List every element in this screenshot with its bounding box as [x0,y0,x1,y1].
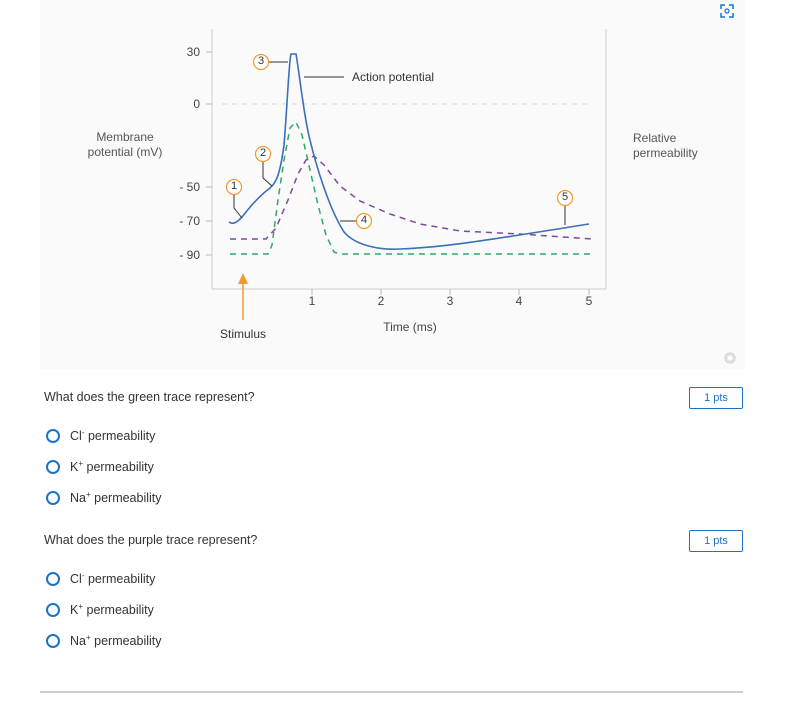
y-axis-label: Membrane potential (mV) [70,130,180,160]
marker-3-number: 3 [257,55,265,67]
action-potential-trace [228,53,590,250]
radio-button[interactable] [46,429,60,443]
marker-4-number: 4 [360,214,368,226]
x-tick-label: 4 [515,294,523,308]
option-label: K+ permeability [70,459,154,475]
marker-1 [225,178,243,196]
right-axis-label: Relative permeability [633,131,698,161]
option-label: Cl- permeability [70,571,156,587]
marker-1-leader [233,195,243,219]
option-label: Na+ permeability [70,490,162,506]
option-label: K+ permeability [70,602,154,618]
x-axis-label: Time (ms) [383,320,437,334]
x-tick-label: 2 [377,294,385,308]
stimulus-arrow-head [238,273,248,284]
marker-5-number: 5 [561,191,569,203]
question-1-option-cl[interactable]: Cl- permeability [46,427,155,445]
x-tick-label: 5 [585,294,593,308]
right-axis-label-line2: permeability [633,146,698,160]
y-axis-label-line2: potential (mV) [87,145,163,159]
question-1-points-badge: 1 pts [689,387,743,409]
question-2-text: What does the purple trace represent? [44,533,258,547]
marker-2-number: 2 [259,147,267,159]
marker-3 [252,53,270,71]
marker-4 [355,212,373,230]
question-1-text: What does the green trace represent? [44,390,255,404]
y-tick-label: 30 [186,45,200,59]
purple-trace [230,155,593,240]
radio-button[interactable] [46,603,60,617]
radio-button[interactable] [46,460,60,474]
y-tick-label: - 70 [179,214,200,228]
question-1-option-k[interactable]: K+ permeability [46,458,154,476]
x-tick-label: 3 [446,294,454,308]
figure-panel [40,0,745,370]
marker-2-leader [262,162,273,187]
x-tick-label: 1 [308,294,316,308]
figure-info-icon[interactable] [724,352,736,364]
radio-button[interactable] [46,634,60,648]
right-axis-label-line1: Relative [633,131,677,145]
question-1-option-na[interactable]: Na+ permeability [46,489,162,507]
action-potential-label: Action potential [352,70,435,84]
option-label: Cl- permeability [70,428,156,444]
question-2-option-na[interactable]: Na+ permeability [46,632,162,650]
marker-5 [556,189,574,207]
radio-button[interactable] [46,491,60,505]
question-2-option-cl[interactable]: Cl- permeability [46,570,155,588]
action-potential-figure [206,29,607,320]
marker-1-number: 1 [230,180,238,192]
option-label: Na+ permeability [70,633,162,649]
expand-icon[interactable] [719,3,735,19]
y-tick-label: - 50 [179,180,200,194]
y-tick-label: 0 [193,97,200,111]
question-2-points-badge: 1 pts [689,530,743,552]
y-axis-label-line1: Membrane [96,130,154,144]
question-2-option-k[interactable]: K+ permeability [46,601,154,619]
marker-2 [254,145,272,163]
radio-button[interactable] [46,572,60,586]
y-tick-label: - 90 [179,248,200,262]
stimulus-label: Stimulus [219,327,266,341]
bottom-divider [40,691,743,693]
green-trace [230,120,592,255]
